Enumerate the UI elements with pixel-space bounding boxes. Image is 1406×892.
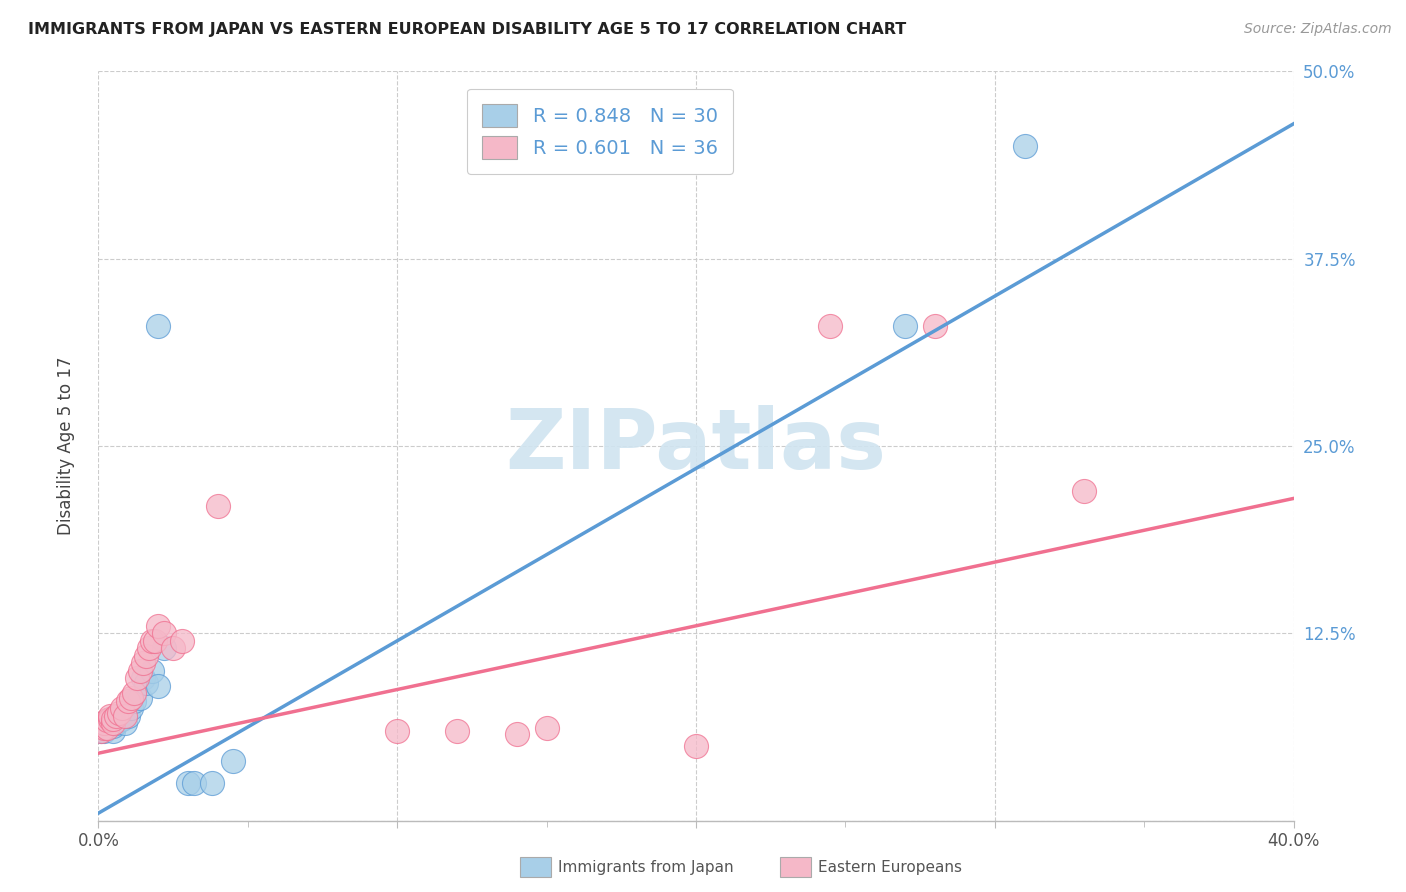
Point [222,754,245,768]
Point [820,319,842,334]
Point [105,716,128,731]
Text: ZIPatlas: ZIPatlas [506,406,886,486]
Point [93,716,115,731]
Point [207,499,229,513]
Point [120,690,142,705]
Point [685,739,707,753]
Point [129,690,152,705]
Text: Immigrants from Japan: Immigrants from Japan [558,860,734,874]
Point [103,712,125,726]
Point [103,719,125,733]
Point [148,679,170,693]
Point [135,648,157,663]
Text: IMMIGRANTS FROM JAPAN VS EASTERN EUROPEAN DISABILITY AGE 5 TO 17 CORRELATION CHA: IMMIGRANTS FROM JAPAN VS EASTERN EUROPEA… [28,22,907,37]
Point [96,713,118,727]
Point [108,713,131,727]
Point [103,716,125,731]
Point [124,686,146,700]
Point [183,776,205,790]
Point [143,633,166,648]
Legend: R = 0.848   N = 30, R = 0.601   N = 36: R = 0.848 N = 30, R = 0.601 N = 36 [467,88,734,174]
Point [90,723,112,738]
Point [124,694,146,708]
Point [385,723,409,738]
Point [172,633,194,648]
Point [108,706,131,720]
Point [141,633,163,648]
Point [96,716,118,731]
Point [138,641,160,656]
Point [148,319,170,334]
Point [135,675,157,690]
Point [924,319,946,334]
Point [111,701,134,715]
Y-axis label: Disability Age 5 to 17: Disability Age 5 to 17 [56,357,75,535]
Point [201,776,224,790]
Point [90,723,112,738]
Point [132,657,155,671]
Point [506,727,529,741]
Point [162,641,184,656]
Point [105,708,128,723]
Point [93,721,115,735]
Point [177,776,200,790]
Point [536,721,558,735]
Point [114,716,136,731]
Text: Source: ZipAtlas.com: Source: ZipAtlas.com [1244,22,1392,37]
Point [103,723,125,738]
Point [141,664,163,678]
Point [1073,483,1095,498]
Point [446,723,468,738]
Point [120,701,142,715]
Point [93,723,115,738]
Point [117,708,139,723]
Point [114,708,136,723]
Point [100,708,122,723]
Point [894,319,917,334]
Point [108,708,131,723]
Text: Eastern Europeans: Eastern Europeans [818,860,962,874]
Point [100,712,122,726]
Point [148,619,170,633]
Point [93,716,115,731]
Point [1014,139,1036,153]
Point [100,712,122,726]
Point [153,626,176,640]
Point [127,671,149,685]
Point [129,664,152,678]
Point [96,721,118,735]
Point [96,721,118,735]
Point [100,716,122,731]
Point [132,671,155,685]
Point [117,694,139,708]
Point [111,712,134,726]
Point [153,641,176,656]
